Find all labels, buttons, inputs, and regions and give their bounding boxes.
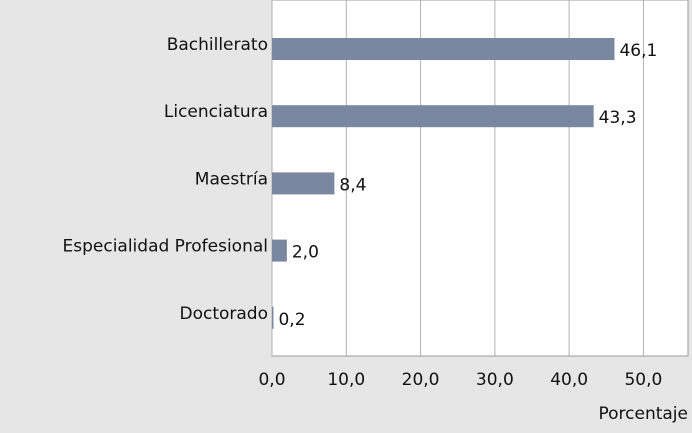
bar <box>272 306 274 329</box>
value-label: 8,4 <box>339 175 366 195</box>
y-tick-label: Especialidad Profesional <box>63 237 269 257</box>
x-tick-label: 0,0 <box>258 370 285 390</box>
y-tick-label: Doctorado <box>179 304 268 324</box>
value-label: 0,2 <box>278 310 305 330</box>
bar <box>272 239 287 262</box>
bar <box>272 172 335 195</box>
x-axis-label: Porcentaje <box>598 404 688 424</box>
value-label: 2,0 <box>292 243 319 263</box>
x-tick-label: 20,0 <box>402 370 440 390</box>
value-label: 46,1 <box>619 41 657 61</box>
x-tick-label: 30,0 <box>476 370 514 390</box>
x-tick-label: 40,0 <box>550 370 588 390</box>
y-tick-label: Bachillerato <box>167 35 268 55</box>
x-tick-label: 10,0 <box>327 370 365 390</box>
y-tick-label: Maestría <box>195 169 268 189</box>
bar <box>272 105 594 128</box>
y-tick-label: Licenciatura <box>164 102 268 122</box>
x-tick-label: 50,0 <box>624 370 662 390</box>
bar <box>272 38 615 60</box>
value-label: 43,3 <box>599 108 637 128</box>
